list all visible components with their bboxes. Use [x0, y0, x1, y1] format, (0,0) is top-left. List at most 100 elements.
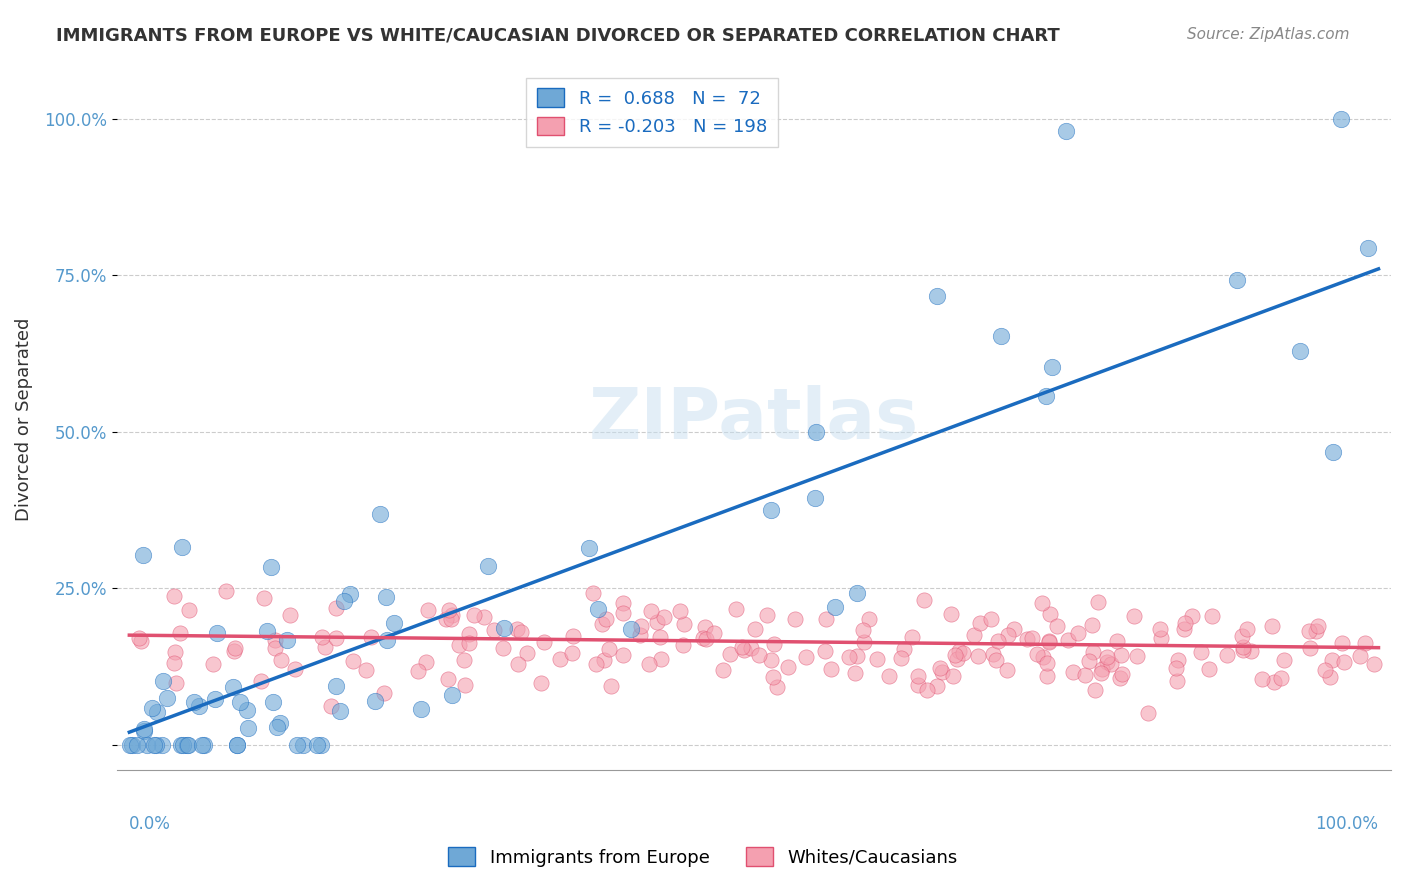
- Point: [1330, 635, 1353, 649]
- Point: [907, 669, 929, 683]
- Point: [418, 603, 440, 617]
- Point: [250, 674, 273, 689]
- Point: [222, 680, 245, 694]
- Point: [967, 649, 990, 664]
- Point: [598, 642, 620, 657]
- Point: [877, 669, 900, 683]
- Point: [492, 621, 515, 635]
- Point: [1226, 273, 1249, 287]
- Point: [561, 629, 583, 643]
- Point: [748, 648, 770, 663]
- Text: 100.0%: 100.0%: [1316, 815, 1378, 833]
- Point: [1288, 343, 1310, 358]
- Point: [673, 617, 696, 632]
- Point: [845, 585, 868, 599]
- Point: [890, 650, 912, 665]
- Point: [986, 652, 1008, 666]
- Point: [1320, 653, 1343, 667]
- Point: [1322, 444, 1344, 458]
- Point: [311, 630, 333, 644]
- Point: [1263, 675, 1285, 690]
- Point: [1062, 665, 1084, 679]
- Point: [1173, 622, 1195, 636]
- Point: [270, 653, 292, 667]
- Point: [756, 607, 779, 622]
- Point: [125, 738, 148, 752]
- Point: [172, 738, 194, 752]
- Point: [744, 622, 766, 636]
- Point: [1084, 683, 1107, 698]
- Point: [1348, 649, 1371, 664]
- Point: [1046, 618, 1069, 632]
- Point: [453, 653, 475, 667]
- Point: [516, 646, 538, 660]
- Point: [695, 620, 717, 634]
- Point: [458, 627, 481, 641]
- Point: [733, 643, 755, 657]
- Point: [647, 615, 669, 629]
- Point: [287, 738, 309, 752]
- Point: [1189, 645, 1212, 659]
- Point: [1270, 672, 1292, 686]
- Point: [778, 660, 800, 674]
- Point: [329, 705, 352, 719]
- Point: [141, 700, 163, 714]
- Point: [1097, 655, 1119, 669]
- Point: [1091, 662, 1114, 676]
- Point: [814, 612, 837, 626]
- Point: [585, 657, 607, 672]
- Point: [309, 738, 332, 752]
- Point: [901, 630, 924, 644]
- Point: [463, 607, 485, 622]
- Point: [703, 626, 725, 640]
- Point: [142, 738, 165, 752]
- Point: [588, 602, 610, 616]
- Point: [824, 599, 846, 614]
- Point: [131, 634, 153, 648]
- Point: [865, 652, 887, 666]
- Point: [214, 584, 236, 599]
- Point: [592, 653, 614, 667]
- Point: [1039, 607, 1062, 621]
- Point: [363, 694, 385, 708]
- Point: [595, 612, 617, 626]
- Point: [1122, 609, 1144, 624]
- Point: [858, 612, 880, 626]
- Point: [1306, 619, 1329, 633]
- Point: [1150, 631, 1173, 645]
- Point: [1333, 655, 1355, 669]
- Point: [415, 655, 437, 669]
- Point: [179, 603, 201, 617]
- Point: [264, 632, 287, 647]
- Point: [907, 678, 929, 692]
- Point: [925, 679, 948, 693]
- Point: [128, 632, 150, 646]
- Point: [1078, 654, 1101, 668]
- Point: [1038, 634, 1060, 648]
- Point: [266, 720, 288, 734]
- Point: [1330, 112, 1353, 126]
- Point: [1095, 649, 1118, 664]
- Point: [640, 604, 662, 618]
- Point: [356, 663, 378, 677]
- Point: [1015, 632, 1038, 647]
- Point: [1031, 596, 1053, 610]
- Text: Source: ZipAtlas.com: Source: ZipAtlas.com: [1187, 27, 1350, 42]
- Point: [692, 632, 714, 646]
- Point: [928, 661, 950, 675]
- Point: [406, 664, 429, 678]
- Point: [561, 646, 583, 660]
- Point: [759, 653, 782, 667]
- Point: [806, 425, 828, 439]
- Point: [436, 672, 458, 686]
- Point: [360, 630, 382, 644]
- Point: [740, 640, 762, 655]
- Point: [695, 632, 717, 646]
- Point: [1251, 672, 1274, 686]
- Point: [321, 699, 343, 714]
- Point: [1315, 663, 1337, 677]
- Point: [374, 591, 396, 605]
- Point: [763, 637, 786, 651]
- Point: [1198, 662, 1220, 676]
- Point: [1137, 706, 1160, 721]
